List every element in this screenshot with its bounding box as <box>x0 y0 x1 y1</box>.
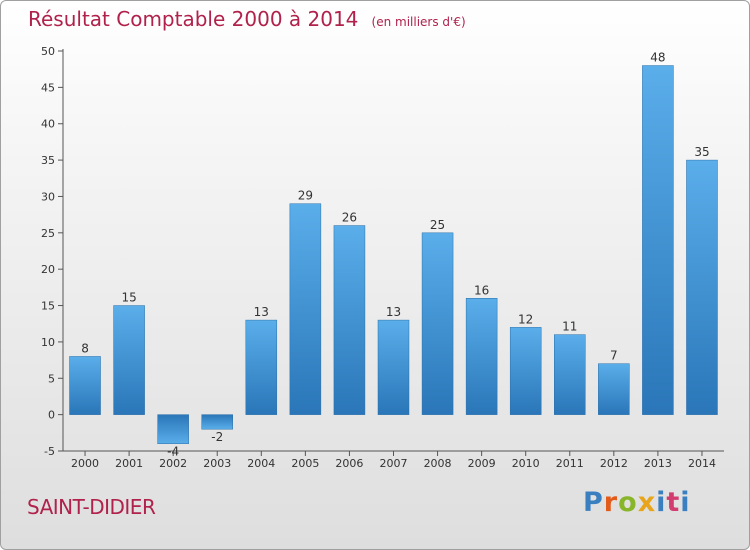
bar <box>598 363 630 415</box>
data-label: 12 <box>518 312 533 326</box>
bar <box>509 327 542 415</box>
bar <box>157 414 189 444</box>
data-label: -2 <box>211 430 223 444</box>
x-tick-label: 2002 <box>159 457 187 470</box>
x-tick-label: 2001 <box>115 457 143 470</box>
x-tick-label: 2000 <box>71 457 99 470</box>
logo-letter: i <box>656 487 667 518</box>
bar <box>201 414 233 430</box>
logo-letter: r <box>603 487 619 518</box>
bar <box>113 305 145 415</box>
proxiti-logo: Proxiti <box>583 487 691 518</box>
y-tick-label: 25 <box>41 227 55 240</box>
chart-title-row: Résultat Comptable 2000 à 2014 (en milli… <box>28 7 466 31</box>
data-label: 11 <box>562 320 577 334</box>
data-label: 13 <box>386 305 401 319</box>
data-label: 15 <box>121 291 136 305</box>
bar <box>421 232 454 415</box>
x-tick-label: 2011 <box>556 457 584 470</box>
data-label: 7 <box>610 349 618 363</box>
x-tick-label: 2005 <box>291 457 319 470</box>
bar <box>465 298 498 415</box>
bar <box>554 334 586 415</box>
x-tick-label: 2010 <box>512 457 540 470</box>
chart-subtitle: (en milliers d'€) <box>371 15 466 29</box>
y-tick-label: 5 <box>48 372 55 385</box>
x-tick-label: 2007 <box>380 457 408 470</box>
bar <box>377 319 410 415</box>
x-tick-label: 2004 <box>247 457 275 470</box>
data-label: 25 <box>430 218 445 232</box>
data-label: 13 <box>254 305 269 319</box>
bar <box>289 203 322 415</box>
y-tick-label: 45 <box>41 81 55 94</box>
bar <box>686 159 718 415</box>
x-tick-label: 2009 <box>468 457 496 470</box>
labels-layer: 8 15 -4 -2 13 29 26 13 25 16 12 11 7 48 35 <box>81 51 709 459</box>
bar <box>69 356 101 415</box>
data-label: 16 <box>474 283 489 297</box>
logo-letter: P <box>583 487 604 518</box>
logo-letter: t <box>666 487 681 518</box>
data-label: 48 <box>650 51 665 65</box>
city-name: SAINT-DIDIER <box>27 495 156 519</box>
bars-layer <box>69 65 718 444</box>
x-tick-label: 2012 <box>600 457 628 470</box>
y-tick-label: 40 <box>41 118 55 131</box>
y-tick-label: 30 <box>41 190 55 203</box>
chart-title: Résultat Comptable 2000 à 2014 <box>28 7 359 31</box>
logo-letter: x <box>637 487 657 518</box>
x-tick-label: 2003 <box>203 457 231 470</box>
data-label: 29 <box>298 189 313 203</box>
y-tick-label: 15 <box>41 300 55 313</box>
y-tick-label: 35 <box>41 154 55 167</box>
data-label: 35 <box>694 145 709 159</box>
x-tick-label: 2013 <box>644 457 672 470</box>
bar <box>245 319 278 415</box>
y-tick-label: 20 <box>41 263 55 276</box>
y-tick-label: -5 <box>44 445 55 458</box>
bar <box>333 225 366 415</box>
logo-letter: i <box>680 487 691 518</box>
y-tick-label: 10 <box>41 336 55 349</box>
logo-letter: o <box>618 487 638 518</box>
bar <box>642 65 674 415</box>
data-label: -4 <box>167 445 179 459</box>
axes-layer: -5 0 5 10 15 20 25 30 35 40 45 50 2000 2001 2002 2003 20… <box>41 45 724 470</box>
x-tick-label: 2014 <box>688 457 716 470</box>
x-tick-label: 2006 <box>335 457 363 470</box>
x-tick-label: 2008 <box>424 457 452 470</box>
y-tick-label: 0 <box>48 409 55 422</box>
data-label: 26 <box>342 211 357 225</box>
data-label: 8 <box>81 341 89 355</box>
y-tick-label: 50 <box>41 45 55 58</box>
